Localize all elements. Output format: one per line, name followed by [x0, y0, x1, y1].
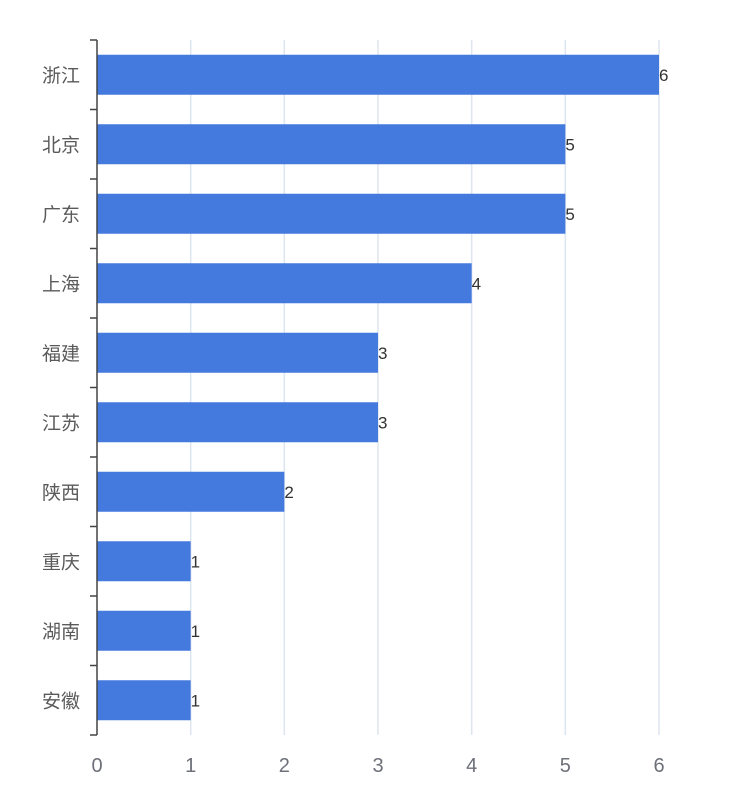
- bar[interactable]: [97, 610, 191, 651]
- y-category-label: 上海: [42, 273, 80, 295]
- x-tick-label: 4: [466, 755, 477, 777]
- y-category-label: 浙江: [42, 65, 80, 87]
- bar-value-label: 1: [191, 691, 200, 710]
- bar-value-label: 3: [378, 413, 387, 432]
- labels: 0 1 2 3 4 5 6 浙江 6 北京 5 广东 5 上海 4 福建 3 江苏 3 陕西 2 重庆 1 湖南 1 安徽 1: [42, 65, 668, 777]
- y-category-label: 福建: [42, 343, 80, 365]
- y-category-label: 重庆: [42, 551, 80, 573]
- axes: [90, 39, 98, 736]
- bar-value-label: 1: [191, 622, 200, 641]
- x-tick-label: 0: [91, 755, 102, 777]
- bar-value-label: 6: [659, 66, 668, 85]
- x-tick-label: 6: [653, 755, 664, 777]
- y-category-label: 陕西: [42, 482, 80, 504]
- bars: [97, 54, 659, 721]
- bar[interactable]: [97, 54, 659, 95]
- bar-value-label: 4: [472, 274, 481, 293]
- y-category-label: 湖南: [42, 621, 80, 643]
- bar[interactable]: [97, 541, 191, 582]
- bar[interactable]: [97, 332, 378, 373]
- bar[interactable]: [97, 124, 566, 165]
- bar-value-label: 3: [378, 344, 387, 363]
- x-tick-label: 5: [560, 755, 571, 777]
- bar-value-label: 5: [565, 135, 574, 154]
- x-tick-label: 2: [279, 755, 290, 777]
- bar[interactable]: [97, 471, 285, 512]
- bar-value-label: 2: [284, 483, 293, 502]
- bar-value-label: 1: [191, 552, 200, 571]
- x-tick-label: 3: [372, 755, 383, 777]
- y-category-label: 安徽: [42, 690, 80, 712]
- bar-value-label: 5: [565, 205, 574, 224]
- bar[interactable]: [97, 263, 472, 304]
- y-category-label: 广东: [42, 204, 80, 226]
- bar[interactable]: [97, 680, 191, 721]
- y-category-label: 江苏: [42, 412, 80, 434]
- bar[interactable]: [97, 402, 378, 443]
- x-tick-label: 1: [185, 755, 196, 777]
- y-category-label: 北京: [42, 134, 80, 156]
- bar[interactable]: [97, 193, 566, 234]
